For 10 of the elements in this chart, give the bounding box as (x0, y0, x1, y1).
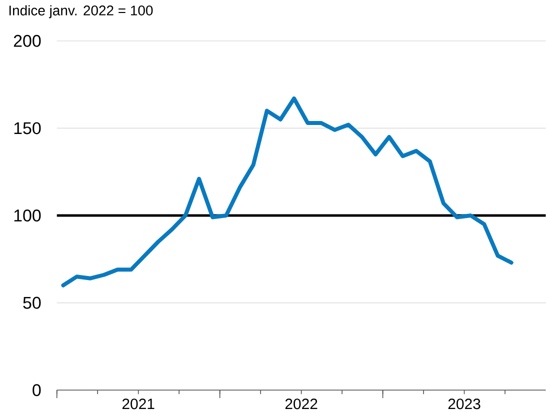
y-tick-label: 100 (14, 210, 41, 222)
chart-title: Indice janv. 2022 = 100 (9, 5, 153, 18)
y-tick-label: 0 (32, 384, 41, 396)
line-series (61, 96, 514, 288)
x-tick-label: 2022 (285, 398, 318, 410)
y-tick-label: 150 (14, 122, 41, 134)
y-tick-label: 50 (23, 297, 41, 310)
x-tick-label: 2021 (122, 398, 154, 410)
y-tick-label: 200 (14, 35, 41, 48)
x-tick-label: 2023 (448, 398, 480, 410)
